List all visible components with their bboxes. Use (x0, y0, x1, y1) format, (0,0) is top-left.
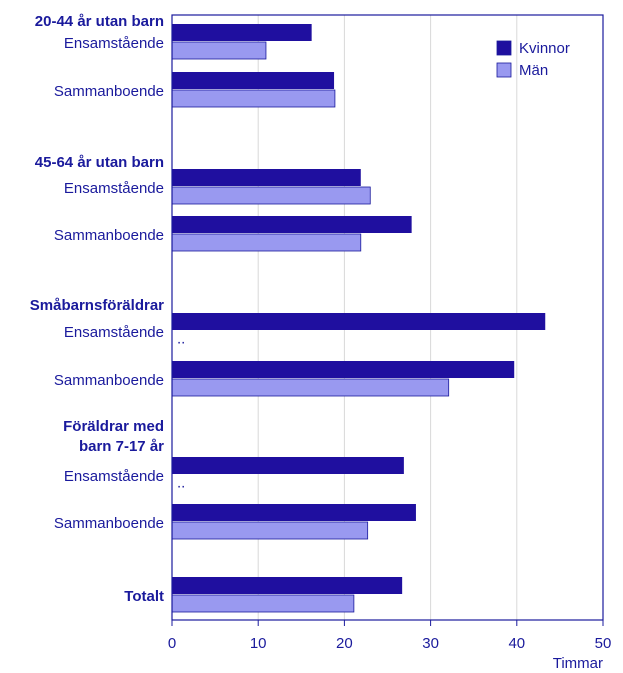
legend-swatch (496, 62, 512, 78)
bar (171, 41, 267, 60)
bar (171, 233, 362, 252)
bar (172, 361, 515, 378)
legend-label: Kvinnor (519, 40, 570, 57)
x-tick-label: 0 (168, 635, 176, 652)
bar (171, 186, 371, 205)
bar (172, 24, 312, 41)
y-tick-label: Sammanboende (54, 83, 164, 100)
x-tick-label: 40 (508, 635, 525, 652)
bar (171, 89, 336, 108)
x-tick-label: 50 (595, 635, 612, 652)
group-label: barn 7-17 år (79, 438, 164, 455)
bar (172, 313, 546, 330)
x-tick-label: 20 (336, 635, 353, 652)
y-tick-label: Sammanboende (54, 372, 164, 389)
y-tick-label: Ensamstående (64, 468, 164, 485)
plot-frame (171, 14, 604, 621)
bar (172, 216, 412, 233)
y-tick-label: Ensamstående (64, 180, 164, 197)
y-tick-label: Sammanboende (54, 227, 164, 244)
bar (172, 457, 404, 474)
bar (171, 594, 355, 613)
group-label: Småbarnsföräldrar (30, 297, 164, 314)
bar (172, 504, 416, 521)
x-axis-label: Timmar (553, 655, 603, 672)
value-label: .. (177, 474, 185, 491)
legend-label: Män (519, 62, 548, 79)
y-tick-label: Ensamstående (64, 35, 164, 52)
bar (172, 169, 361, 186)
x-tick-label: 30 (422, 635, 439, 652)
group-label: 45-64 år utan barn (35, 154, 164, 171)
y-tick-label: Sammanboende (54, 515, 164, 532)
y-tick-label: Totalt (124, 588, 164, 605)
x-tick-label: 10 (250, 635, 267, 652)
legend-swatch (496, 40, 512, 56)
bar (171, 378, 450, 397)
group-label: 20-44 år utan barn (35, 13, 164, 30)
bar (171, 521, 369, 540)
bar (172, 72, 335, 89)
group-label: Föräldrar med (63, 418, 164, 435)
value-label: .. (177, 330, 185, 347)
bar (172, 577, 403, 594)
y-tick-label: Ensamstående (64, 324, 164, 341)
